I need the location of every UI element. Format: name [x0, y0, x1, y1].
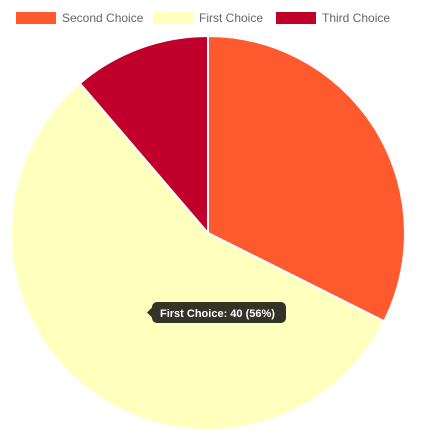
- pie-slice-third-choice[interactable]: [78, 34, 209, 236]
- legend-label-first-choice[interactable]: First Choice: [199, 11, 263, 25]
- legend-label-third-choice[interactable]: Third Choice: [322, 11, 390, 25]
- tooltip-label: First Choice: 40 (56%): [160, 308, 275, 320]
- legend-swatch-first-choice[interactable]: [153, 12, 193, 24]
- legend-swatch-second-choice[interactable]: [16, 12, 56, 24]
- pie-slice-second-choice[interactable]: [207, 34, 406, 323]
- legend-label-second-choice[interactable]: Second Choice: [62, 11, 144, 25]
- tooltip-caret: [147, 307, 152, 318]
- chart-legend: Second Choice First Choice Third Choice: [16, 11, 390, 25]
- pie-slice-first-choice[interactable]: [10, 81, 386, 431]
- chart-tooltip: First Choice: 40 (56%): [147, 302, 286, 323]
- pie-slices: [10, 34, 406, 431]
- legend-swatch-third-choice[interactable]: [276, 12, 316, 24]
- tooltip-background: [152, 302, 286, 323]
